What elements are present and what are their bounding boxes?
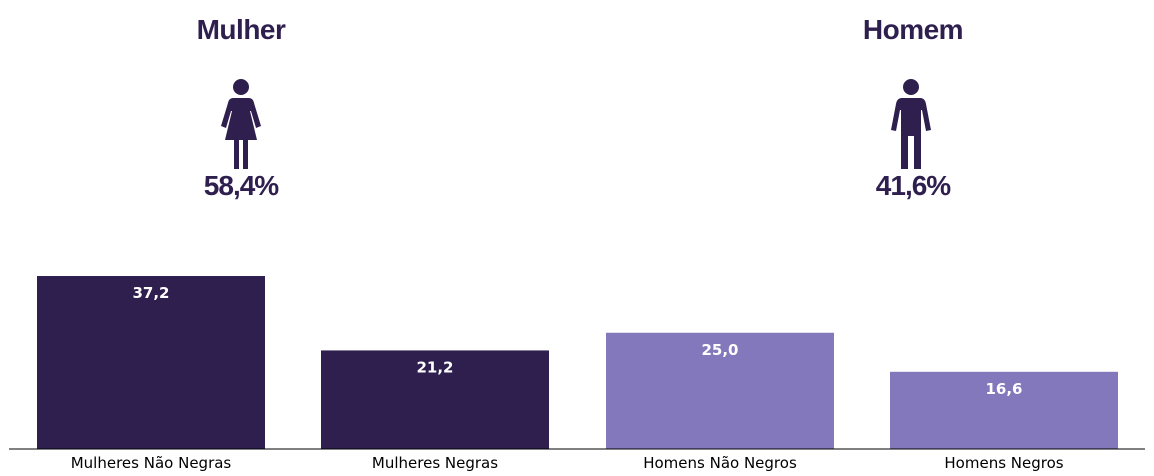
group-title-mulher: Mulher [196, 14, 286, 45]
group-title-homem: Homem [862, 14, 964, 45]
woman-icon [221, 79, 261, 169]
bar-value-label: 25,0 [701, 341, 738, 359]
category-label: Mulheres Negras [372, 454, 498, 472]
category-label: Mulheres Não Negras [71, 454, 232, 472]
category-label: Homens Negros [944, 454, 1063, 472]
bar [606, 332, 834, 449]
bar-value-label: 21,2 [416, 358, 453, 376]
bar [37, 276, 265, 449]
man-icon [891, 79, 931, 169]
bar [321, 350, 549, 449]
bar-value-label: 16,6 [985, 380, 1022, 398]
group-percent-homem: 41,6% [875, 170, 951, 201]
bar [890, 371, 1118, 449]
bar-value-label: 37,2 [132, 284, 169, 302]
group-percent-mulher: 58,4% [203, 170, 279, 201]
category-label: Homens Não Negros [643, 454, 797, 472]
